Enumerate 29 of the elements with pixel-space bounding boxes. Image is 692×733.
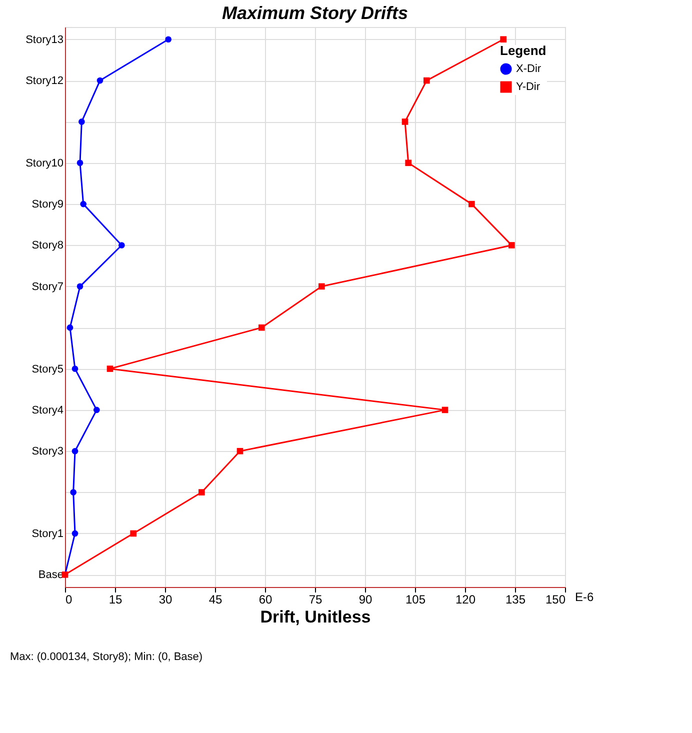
y-tick-label: Story12 — [26, 75, 64, 88]
y-tick-label: Story1 — [32, 528, 64, 540]
y-tick-label: Story9 — [32, 198, 64, 211]
x-tick-label: 30 — [158, 592, 172, 606]
x-tick-label: 135 — [505, 592, 526, 606]
y-tick-label: Story7 — [32, 280, 64, 293]
x-tick-label: 150 — [545, 592, 566, 606]
x-tick-label: 15 — [108, 592, 122, 606]
x-tick-label: 120 — [455, 592, 476, 606]
chart-title: Maximum Story Drifts — [222, 3, 408, 23]
y-tick-label: Story5 — [32, 363, 64, 376]
y-tick-label: Story4 — [32, 404, 64, 416]
y-tick-label: Story13 — [26, 34, 64, 46]
x-tick-label: 60 — [258, 592, 272, 606]
legend-label: X-Dir — [516, 63, 542, 75]
y-tick-label: Story8 — [32, 240, 64, 252]
text: E-6 — [575, 590, 594, 604]
x-tick-label: 105 — [405, 592, 426, 606]
legend-title: Legend — [500, 43, 546, 58]
x-tick-label: 45 — [208, 592, 222, 606]
y-tick-label: Story3 — [32, 446, 64, 458]
x-axis-title: Drift, Unitless — [260, 608, 371, 626]
x-tick-label: 75 — [308, 592, 322, 606]
y-tick-label: Base — [38, 569, 64, 582]
text: Max: (0.000134, Story8); Min: (0, Base) — [10, 651, 203, 663]
y-tick-label: Story10 — [26, 157, 64, 170]
x-tick-label: 0 — [66, 592, 72, 606]
legend-label: Y-Dir — [516, 81, 540, 93]
x-tick-label: 90 — [358, 592, 372, 606]
